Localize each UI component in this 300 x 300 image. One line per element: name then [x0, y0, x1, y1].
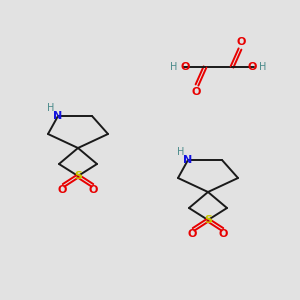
Text: O: O [188, 229, 197, 239]
Text: O: O [89, 185, 98, 195]
Text: O: O [58, 185, 67, 195]
Text: O: O [247, 62, 257, 72]
Text: N: N [53, 111, 63, 121]
Text: O: O [236, 37, 246, 47]
Text: S: S [74, 171, 82, 181]
Text: O: O [180, 62, 190, 72]
Text: O: O [191, 87, 201, 97]
Text: N: N [183, 155, 193, 165]
Text: H: H [170, 62, 178, 72]
Text: O: O [219, 229, 228, 239]
Text: S: S [204, 215, 212, 225]
Text: H: H [259, 62, 267, 72]
Text: H: H [177, 147, 185, 157]
Text: H: H [47, 103, 55, 113]
